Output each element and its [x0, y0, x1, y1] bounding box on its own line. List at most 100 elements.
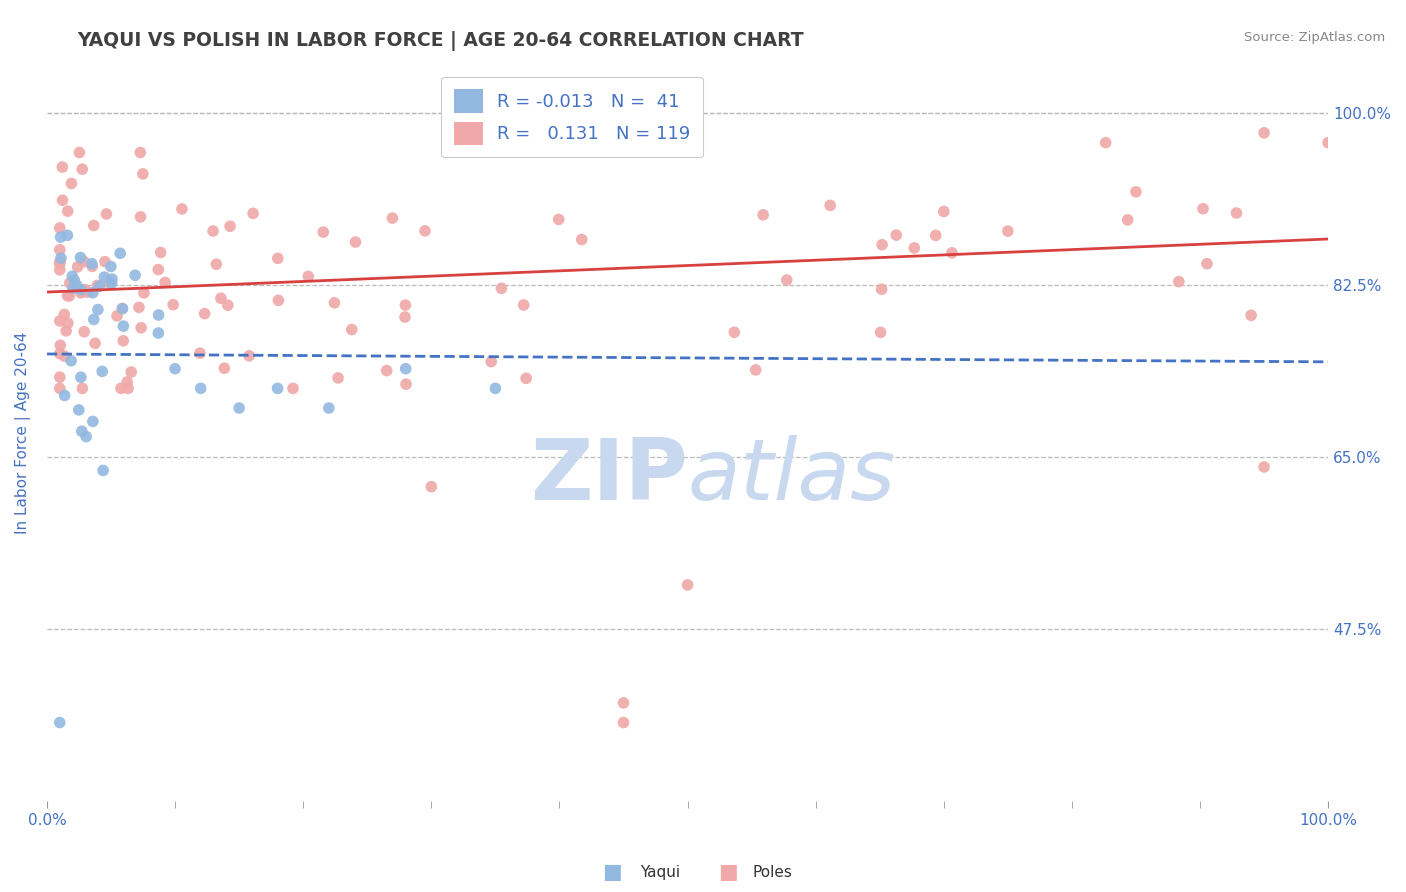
- Text: ■: ■: [602, 863, 621, 882]
- Point: [165, 361, 187, 376]
- Point: [66, 260, 89, 274]
- Point: [67, 403, 90, 417]
- Point: [395, 361, 418, 376]
- Point: [49, 314, 72, 328]
- Point: [148, 326, 170, 340]
- Point: [242, 206, 264, 220]
- Text: ZIP: ZIP: [530, 435, 688, 518]
- Point: [267, 293, 290, 308]
- Point: [752, 208, 775, 222]
- Point: [49, 255, 72, 269]
- Point: [209, 291, 232, 305]
- Point: [202, 224, 225, 238]
- Point: [91, 364, 114, 378]
- Point: [76, 285, 98, 300]
- Point: [49, 243, 72, 257]
- Point: [62, 281, 84, 295]
- Y-axis label: In Labor Force | Age 20-64: In Labor Force | Age 20-64: [15, 332, 31, 533]
- Point: [395, 377, 418, 392]
- Text: atlas: atlas: [688, 435, 896, 518]
- Point: [53, 307, 76, 321]
- Point: [73, 254, 96, 268]
- Point: [420, 480, 443, 494]
- Point: [1094, 136, 1116, 150]
- Point: [49, 370, 72, 384]
- Point: [60, 269, 83, 284]
- Point: [344, 235, 367, 249]
- Point: [66, 278, 89, 293]
- Point: [111, 301, 134, 316]
- Point: [49, 230, 72, 244]
- Point: [340, 322, 363, 336]
- Point: [148, 308, 170, 322]
- Point: [1253, 460, 1275, 475]
- Point: [49, 338, 72, 352]
- Point: [111, 301, 134, 316]
- Point: [375, 363, 398, 377]
- Point: [98, 277, 121, 291]
- Point: [82, 285, 104, 300]
- Point: [49, 257, 72, 271]
- Point: [53, 388, 76, 402]
- Point: [515, 371, 537, 385]
- Point: [87, 302, 110, 317]
- Point: [117, 381, 139, 395]
- Point: [205, 257, 228, 271]
- Point: [214, 361, 236, 376]
- Point: [571, 233, 593, 247]
- Point: [903, 241, 925, 255]
- Point: [70, 424, 93, 438]
- Point: [129, 145, 152, 160]
- Point: [108, 246, 131, 260]
- Point: [479, 354, 502, 368]
- Point: [194, 307, 217, 321]
- Text: Yaqui: Yaqui: [640, 865, 681, 880]
- Point: [153, 276, 176, 290]
- Point: [1116, 212, 1139, 227]
- Point: [512, 298, 534, 312]
- Point: [101, 272, 124, 286]
- Point: [413, 224, 436, 238]
- Point: [59, 276, 82, 290]
- Point: [67, 145, 90, 160]
- Point: [69, 285, 91, 300]
- Point: [49, 251, 72, 265]
- Point: [56, 204, 79, 219]
- Point: [394, 298, 416, 312]
- Point: [56, 228, 79, 243]
- Point: [129, 210, 152, 224]
- Point: [128, 301, 150, 315]
- Point: [941, 246, 963, 260]
- Text: Poles: Poles: [752, 865, 792, 880]
- Point: [723, 325, 745, 339]
- Point: [56, 289, 79, 303]
- Point: [323, 295, 346, 310]
- Point: [60, 353, 83, 368]
- Point: [80, 257, 103, 271]
- Point: [96, 207, 118, 221]
- Point: [49, 263, 72, 277]
- Point: [75, 283, 97, 297]
- Point: [132, 285, 155, 300]
- Point: [110, 381, 132, 395]
- Point: [49, 346, 72, 360]
- Point: [776, 273, 799, 287]
- Point: [281, 381, 304, 395]
- Point: [267, 252, 290, 266]
- Point: [190, 381, 212, 395]
- Point: [381, 211, 404, 226]
- Point: [149, 245, 172, 260]
- Point: [676, 578, 699, 592]
- Point: [297, 269, 319, 284]
- Text: Source: ZipAtlas.com: Source: ZipAtlas.com: [1244, 31, 1385, 45]
- Point: [1167, 275, 1189, 289]
- Point: [925, 228, 948, 243]
- Point: [217, 298, 239, 312]
- Point: [72, 162, 94, 177]
- Point: [120, 365, 142, 379]
- Point: [612, 696, 634, 710]
- Point: [1195, 257, 1218, 271]
- Point: [51, 160, 73, 174]
- Point: [56, 316, 79, 330]
- Point: [94, 254, 117, 268]
